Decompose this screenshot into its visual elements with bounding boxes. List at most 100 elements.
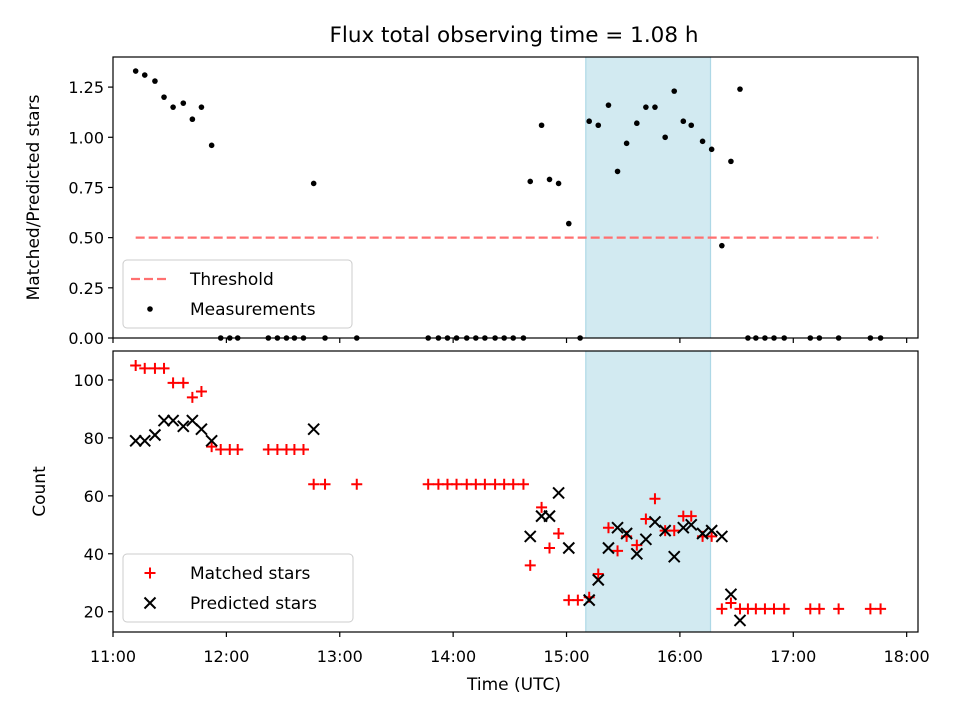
predicted-stars-point: [524, 530, 537, 543]
matched-stars-point: [319, 478, 331, 490]
predicted-stars-point: [177, 420, 190, 433]
predicted-stars-point: [552, 486, 565, 500]
predicted-stars-point: [696, 527, 709, 540]
ratio-y-axis-label: Matched/Predicted stars: [24, 94, 44, 300]
measurement-point: [161, 94, 167, 100]
matched-stars-point: [451, 478, 463, 490]
predicted-stars-point: [724, 588, 738, 601]
matched-stars-point: [725, 597, 737, 609]
matched-stars-point: [351, 478, 363, 490]
y-tick-label: 20: [84, 603, 104, 622]
y-tick-label: 80: [84, 429, 104, 448]
measurement-point: [688, 122, 695, 129]
x-axis-label: Time (UTC): [466, 675, 561, 695]
predicted-stars-point: [602, 541, 615, 555]
measurement-point: [737, 86, 743, 92]
y-tick-label: 0.00: [68, 329, 104, 348]
measurement-point: [189, 116, 196, 123]
measurement-point: [546, 176, 553, 183]
matched-stars-point: [308, 478, 320, 490]
measurement-point: [180, 100, 187, 106]
matched-stars-point: [544, 542, 556, 554]
y-tick-label: 100: [73, 371, 104, 390]
predicted-stars-point: [648, 515, 662, 529]
x-tick-label: 18:00: [884, 647, 930, 666]
measurement-point: [634, 120, 640, 127]
matched-stars-point: [232, 443, 244, 455]
legend-label: Threshold: [189, 270, 274, 290]
predicted-stars-point: [166, 414, 180, 427]
measurement-point: [708, 146, 715, 153]
y-tick-label: 0.50: [68, 229, 104, 248]
highlight-span: [585, 57, 711, 338]
predicted-stars-point: [148, 428, 162, 442]
y-tick-label: 0.25: [68, 279, 104, 298]
predicted-stars-point: [307, 423, 320, 436]
matched-stars-point: [186, 391, 198, 403]
measurement-point: [565, 220, 572, 227]
measurement-point: [699, 138, 706, 145]
measurement-point: [586, 118, 592, 125]
matched-stars-point: [716, 603, 728, 615]
measurement-point: [614, 168, 621, 175]
measurement-point: [671, 88, 678, 94]
measurement-point: [141, 72, 148, 78]
measurement-point: [719, 242, 725, 249]
matched-stars-point: [602, 522, 614, 534]
predicted-stars-point: [658, 524, 672, 537]
predicted-stars-point: [639, 533, 653, 546]
predicted-stars-point: [592, 573, 605, 587]
axes-frame: [112, 350, 919, 633]
count-y-axis-label: Count: [30, 466, 50, 517]
predicted-stars-point: [705, 524, 718, 537]
predicted-stars-point: [157, 414, 171, 427]
matched-stars-point: [517, 478, 529, 490]
matched-stars-point: [177, 377, 189, 389]
matched-stars-point: [778, 603, 790, 615]
matched-stars-point: [422, 478, 434, 490]
x-tick-label: 12:00: [203, 647, 249, 666]
legend-box: [122, 553, 354, 623]
matched-stars-point: [297, 443, 309, 455]
predicted-stars-point: [543, 509, 556, 523]
predicted-stars-point: [129, 434, 142, 448]
y-tick-label: 40: [84, 545, 104, 564]
measurement-point: [198, 104, 205, 110]
x-tick-label: 16:00: [657, 647, 703, 666]
matched-stars-point: [206, 441, 218, 453]
matched-stars-point: [813, 603, 825, 615]
predicted-stars-point: [138, 434, 151, 448]
measurement-point: [662, 134, 668, 141]
x-tick-label: 15:00: [543, 647, 589, 666]
measurement-point: [605, 102, 612, 108]
matched-stars-point: [685, 510, 697, 522]
matched-stars-point: [167, 377, 179, 389]
matched-stars-point: [631, 539, 643, 551]
ratio-panel: 0.00 0.25 0.50 0.75 1.00 1.25 Threshold Measure…: [68, 56, 919, 348]
measurement-point: [170, 104, 176, 110]
matched-stars-point: [158, 362, 170, 374]
legend-predicted-swatch: [143, 596, 157, 610]
matched-stars-point: [640, 513, 652, 525]
matched-stars-point: [479, 478, 491, 490]
predicted-stars-point: [611, 521, 624, 534]
matched-stars-point: [668, 525, 680, 537]
legend-matched-swatch: [144, 567, 156, 579]
predicted-stars-point: [205, 434, 218, 448]
predicted-stars-point: [733, 614, 747, 627]
chart-title: Flux total observing time = 1.08 h: [330, 23, 699, 48]
y-tick-label: 0.75: [68, 178, 104, 197]
highlight-span: [585, 351, 711, 632]
measurement-point: [623, 140, 630, 147]
x-tick-label: 13:00: [317, 647, 363, 666]
predicted-stars-point: [715, 530, 729, 543]
matched-stars-point: [536, 501, 548, 513]
measurement-point: [555, 180, 562, 187]
predicted-stars-point: [620, 527, 633, 540]
predicted-stars-point: [685, 518, 698, 532]
matched-stars-point: [553, 528, 565, 540]
matched-stars-point: [572, 594, 584, 606]
matched-stars-point: [612, 545, 624, 557]
predicted-stars-point: [562, 541, 575, 555]
